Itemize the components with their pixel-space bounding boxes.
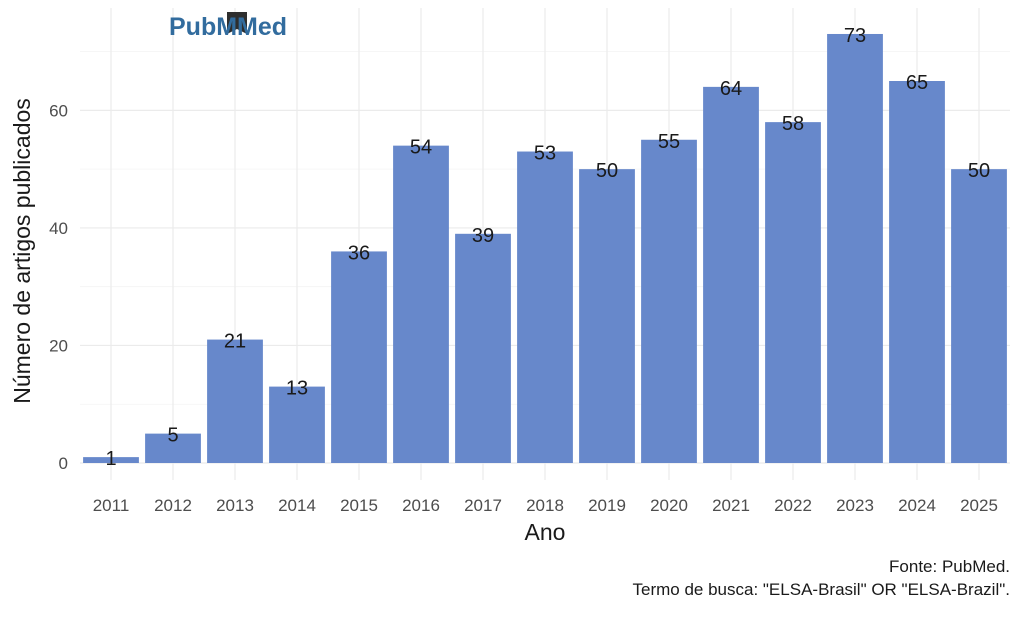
x-tick-label: 2014 (278, 496, 316, 515)
bar-2025 (951, 169, 1007, 463)
x-tick-label: 2011 (93, 496, 130, 515)
x-tick-label: 2019 (588, 496, 626, 515)
data-label-2021: 64 (720, 78, 742, 100)
data-label-2017: 39 (472, 225, 494, 247)
x-tick-label: 2022 (774, 496, 812, 515)
pubmed-logo: PubMMed (169, 12, 287, 41)
bar-2020 (641, 139, 697, 463)
bar-2018 (517, 151, 573, 463)
data-label-2015: 36 (348, 242, 370, 264)
bar-2024 (889, 81, 945, 463)
bar-2013 (207, 339, 263, 463)
data-label-2019: 50 (596, 160, 618, 182)
bars (83, 33, 1007, 464)
caption-search-term: Termo de busca: "ELSA-Brasil" OR "ELSA-B… (633, 580, 1011, 599)
bar-2011 (83, 457, 139, 463)
data-label-2025: 50 (968, 160, 990, 182)
x-tick-label: 2015 (340, 496, 378, 515)
bar-2022 (765, 122, 821, 463)
bar-2021 (703, 86, 759, 464)
y-tick-label: 20 (49, 336, 68, 355)
x-tick-label: 2025 (960, 496, 998, 515)
data-label-2024: 65 (906, 72, 928, 94)
bookmark-icon (227, 12, 247, 34)
data-label-2018: 53 (534, 143, 556, 165)
y-axis-ticks: 0 20 40 60 (49, 101, 68, 473)
data-label-2012: 5 (167, 425, 178, 447)
x-axis-title: Ano (525, 519, 566, 545)
data-label-2023: 73 (844, 25, 866, 47)
x-tick-label: 2020 (650, 496, 688, 515)
bar-2019 (579, 169, 635, 463)
x-tick-label: 2016 (402, 496, 440, 515)
logo-text-med: Med (237, 13, 287, 41)
data-label-2011: 1 (105, 448, 116, 470)
bar-2023 (827, 33, 883, 463)
x-tick-label: 2012 (154, 496, 192, 515)
x-tick-label: 2013 (216, 496, 254, 515)
bar-2017 (455, 233, 511, 463)
data-label-2014: 13 (286, 378, 308, 400)
x-tick-label: 2017 (464, 496, 502, 515)
data-label-2013: 21 (224, 331, 246, 353)
data-label-2022: 58 (782, 113, 804, 135)
logo-m-glyph: M (216, 13, 237, 41)
caption-source: Fonte: PubMed. (889, 557, 1010, 576)
y-axis-title: Número de artigos publicados (9, 98, 35, 404)
x-axis-ticks: 2011 2012 2013 2014 2015 2016 2017 2018 2019 2020… (93, 496, 998, 515)
data-labels: 1 5 21 13 36 54 39 53 50 55 64 58 73 65 50 (105, 25, 990, 470)
x-tick-label: 2023 (836, 496, 874, 515)
data-label-2016: 54 (410, 137, 432, 159)
logo-text-pub: Pub (169, 13, 216, 41)
data-label-2020: 55 (658, 131, 680, 153)
y-tick-label: 40 (49, 219, 68, 238)
bar-2015 (331, 251, 387, 463)
x-tick-label: 2024 (898, 496, 936, 515)
bar-2012 (145, 433, 201, 463)
y-tick-label: 60 (49, 101, 68, 120)
x-tick-label: 2018 (526, 496, 564, 515)
x-tick-label: 2021 (712, 496, 750, 515)
logo-text: PubMMed (169, 13, 287, 41)
bar-2014 (269, 386, 325, 463)
bar-2016 (393, 145, 449, 463)
y-tick-label: 0 (59, 454, 68, 473)
